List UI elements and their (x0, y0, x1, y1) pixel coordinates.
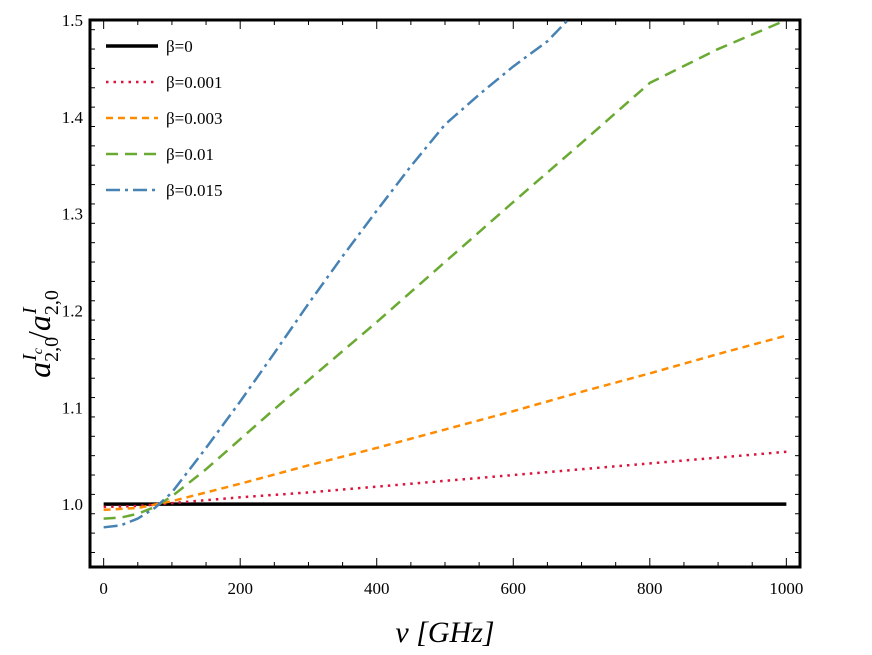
y-tick-label: 1.4 (62, 108, 84, 127)
axis-ticks (90, 20, 800, 567)
y-tick-label: 1.3 (62, 205, 83, 224)
legend-label: β=0.015 (166, 181, 223, 200)
legend-label: β=0 (166, 37, 193, 56)
series-line-4 (103, 20, 569, 529)
series-line-1 (103, 450, 787, 509)
x-tick-label: 1000 (769, 579, 803, 598)
legend-label: β=0.001 (166, 73, 223, 92)
y-tick-label: 1.2 (62, 301, 83, 320)
x-axis-tick-labels: 0 200 400 600 800 1000 (99, 579, 803, 598)
series-line-3 (103, 20, 787, 520)
x-tick-label: 600 (501, 579, 527, 598)
legend-item: β=0.001 (106, 73, 223, 92)
x-tick-label: 200 (227, 579, 253, 598)
legend-item: β=0.003 (106, 109, 223, 128)
y-tick-label: 1.5 (62, 11, 83, 30)
legend-label: β=0.003 (166, 109, 223, 128)
legend-label: β=0.01 (166, 145, 214, 164)
series-line-2 (103, 334, 787, 512)
legend-item: β=0.01 (106, 145, 214, 164)
legend-item: β=0 (106, 37, 193, 56)
series-group (103, 20, 787, 529)
legend-item: β=0.015 (106, 181, 223, 200)
y-tick-label: 1.1 (62, 398, 83, 417)
x-tick-label: 800 (637, 579, 663, 598)
legend: β=0 β=0.001 β=0.003 β=0.01 β=0.015 (106, 37, 223, 200)
x-tick-label: 400 (364, 579, 390, 598)
y-axis-label: a2,0Ic/a2,0I (19, 290, 63, 378)
y-tick-label: 1.0 (62, 495, 83, 514)
x-axis-label: ν [GHz] (395, 616, 494, 649)
x-tick-label: 0 (99, 579, 108, 598)
plot-area (88, 18, 802, 569)
svg-text:a2,0Ic/a2,0I: a2,0Ic/a2,0I (19, 290, 63, 378)
y-axis-tick-labels: 1.0 1.1 1.2 1.3 1.4 1.5 (62, 11, 84, 514)
